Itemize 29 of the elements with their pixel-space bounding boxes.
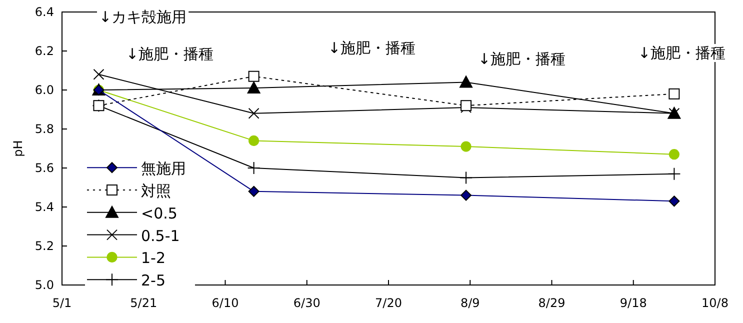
y-tick-label: 5.0 (34, 278, 54, 292)
x-tick-label: 6/30 (293, 296, 320, 310)
legend-label: 2-5 (141, 272, 166, 290)
y-tick-label: 6.4 (34, 5, 54, 19)
legend-label: 0.5-1 (141, 226, 180, 245)
y-tick-label: 6.0 (34, 83, 54, 97)
legend-label: 1-2 (141, 249, 166, 268)
annotation: ↓施肥・播種 (478, 50, 566, 68)
y-tick-label: 5.2 (34, 239, 54, 253)
legend-label: 対照 (141, 182, 171, 200)
x-tick-label: 8/29 (538, 296, 566, 310)
x-tick-label: 7/20 (375, 296, 402, 310)
x-tick-label: 5/1 (52, 296, 72, 310)
x-tick-label: 9/18 (620, 296, 647, 310)
x-tick-label: 10/8 (702, 296, 728, 310)
legend-label: 無施用 (141, 160, 186, 178)
x-tick-label: 5/21 (130, 296, 158, 310)
x-tick-label: 8/9 (460, 296, 480, 310)
y-tick-label: 6.2 (34, 44, 54, 58)
annotation: ↓カキ殻施用 (99, 8, 187, 26)
y-tick-label: 5.8 (34, 122, 54, 136)
x-tick-label: 6/10 (212, 296, 239, 310)
y-axis-title: pH (11, 140, 25, 157)
annotation: ↓施肥・播種 (328, 39, 416, 57)
y-tick-label: 5.6 (34, 161, 54, 175)
y-tick-label: 5.4 (34, 200, 54, 214)
annotation: ↓施肥・播種 (638, 44, 726, 62)
annotation: ↓施肥・播種 (126, 45, 214, 63)
legend-label: <0.5 (141, 204, 178, 222)
